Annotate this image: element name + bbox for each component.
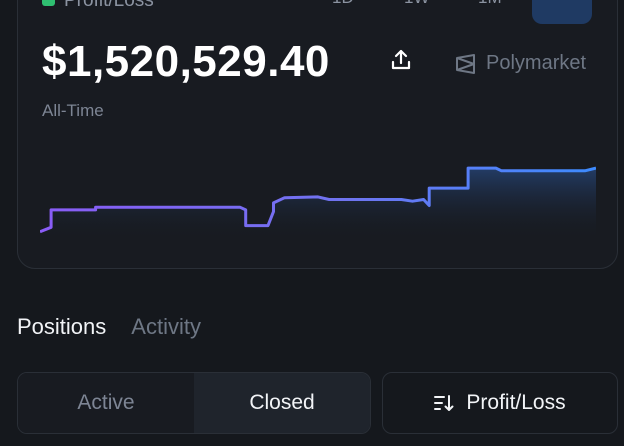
chart-area-fill xyxy=(40,168,596,240)
closed-filter-button[interactable]: Closed xyxy=(194,373,370,433)
polymarket-logo-icon xyxy=(456,53,475,74)
profit-loss-amount: $1,520,529.40 xyxy=(42,37,330,86)
range-all[interactable]: ALL xyxy=(532,0,592,24)
status-segmented-control: Active Closed xyxy=(17,372,371,434)
sort-button[interactable]: Profit/Loss xyxy=(382,372,618,434)
tab-positions[interactable]: Positions xyxy=(17,314,107,339)
chart-line xyxy=(40,166,596,234)
range-1w[interactable]: 1W xyxy=(404,0,430,8)
position-tabs: Positions Activity xyxy=(17,314,201,340)
brand-name: Polymarket xyxy=(486,52,587,74)
period-label: All-Time xyxy=(42,101,104,120)
profit-loss-title: Profit/Loss xyxy=(64,0,154,11)
range-1d[interactable]: 1D xyxy=(332,0,354,8)
sort-label: Profit/Loss xyxy=(466,391,566,414)
range-1m[interactable]: 1M xyxy=(478,0,502,8)
share-icon[interactable] xyxy=(390,48,412,72)
active-filter-button[interactable]: Active xyxy=(18,373,194,433)
sort-icon xyxy=(434,395,454,411)
profit-loss-chart xyxy=(40,166,596,240)
profit-indicator-icon xyxy=(42,0,55,6)
tab-activity[interactable]: Activity xyxy=(131,314,201,339)
profit-loss-label: Profit/Loss xyxy=(42,0,154,12)
polymarket-brand: Polymarket xyxy=(455,52,586,75)
